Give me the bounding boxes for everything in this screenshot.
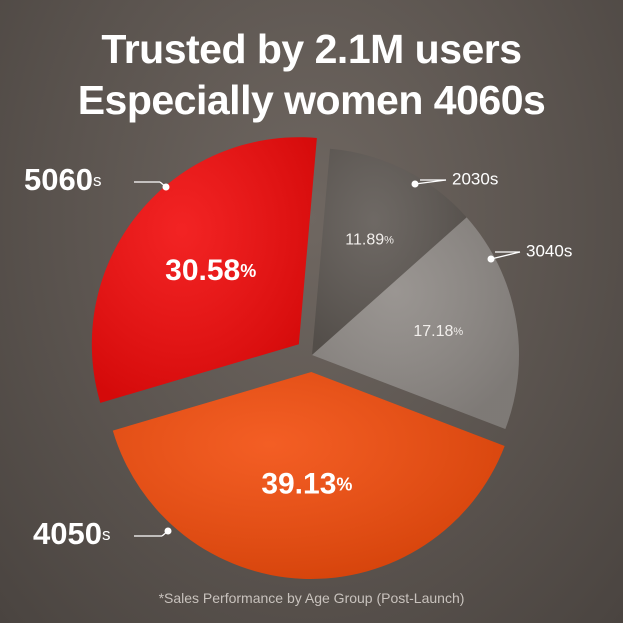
slice-gloss-3040s <box>312 217 519 429</box>
category-label-2030s: 2030s <box>452 169 498 188</box>
slice-gloss-2030s <box>312 148 467 355</box>
chart-footnote: *Sales Performance by Age Group (Post-La… <box>158 590 465 606</box>
leader-dot-3040s <box>487 255 495 263</box>
leader-line-end-2030s <box>414 179 447 185</box>
leader-line-end-3040s <box>490 251 521 260</box>
leader-dot-2030s <box>411 180 419 188</box>
pie-labels: 11.89% 17.18% 39.13% 30.58% 2030s 3040s 4050s 5… <box>24 162 572 551</box>
pie-slices <box>91 137 519 579</box>
chart-title-line-2: Especially women 4060s <box>77 77 546 123</box>
value-label-5060s: 30.58% <box>165 254 256 287</box>
value-label-2030s: 11.89% <box>345 232 394 249</box>
category-label-3040s: 3040s <box>526 241 572 260</box>
chart-title-line-1: Trusted by 2.1M users <box>101 26 522 72</box>
leader-dot-5060s <box>162 183 170 191</box>
category-label-4050s: 4050s <box>33 516 110 551</box>
value-label-3040s: 17.18% <box>413 323 463 340</box>
slice-gloss-5060s <box>91 137 317 403</box>
category-label-5060s: 5060s <box>24 162 101 197</box>
slice-gloss-4050s <box>112 371 505 579</box>
leader-dot-4050s <box>164 527 172 535</box>
value-label-4050s: 39.13% <box>261 468 352 501</box>
